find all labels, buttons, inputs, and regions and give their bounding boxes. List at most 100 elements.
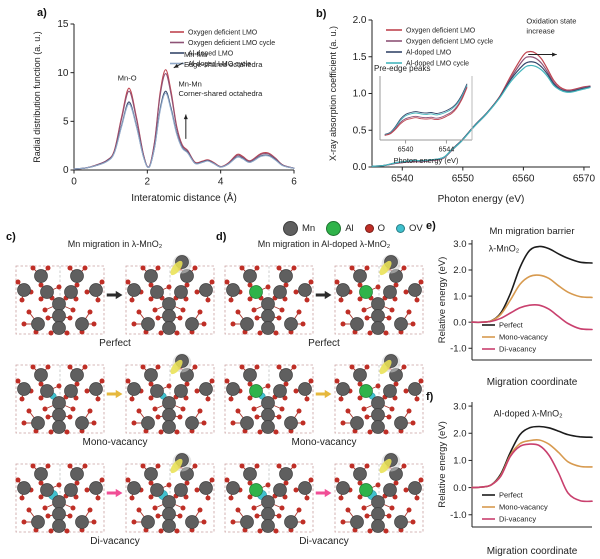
x-tick-label: 6 [291, 177, 297, 188]
o-atom [48, 528, 54, 534]
x-tick-label: 6544 [439, 147, 455, 154]
o-atom [136, 309, 142, 315]
curve-di-vacancy [471, 304, 593, 331]
o-atom [410, 321, 416, 327]
mn-atom [261, 408, 275, 422]
legend-label: Oxygen deficient LMO cycle [406, 39, 493, 46]
o-atom [293, 388, 299, 394]
mn-atom [240, 416, 254, 430]
o-atom [95, 396, 101, 402]
o-atom [42, 505, 48, 511]
o-atom [15, 477, 21, 483]
structure-before [15, 463, 105, 534]
o-atom [288, 428, 294, 434]
o-atom [38, 480, 44, 486]
mn-atom [336, 481, 350, 495]
structure-before [15, 265, 105, 336]
mn-atom [279, 368, 293, 382]
mn-atom [185, 515, 199, 529]
o-atom [235, 507, 241, 513]
mn-atom [162, 321, 176, 335]
o-atom [308, 378, 314, 384]
migration-arrow-shape [106, 389, 123, 399]
o-atom [230, 519, 236, 525]
legend-label: Perfect [499, 491, 524, 500]
o-atom [184, 282, 190, 288]
panel-e-label: e) [426, 220, 436, 232]
x-tick-label: 6570 [573, 174, 596, 185]
o-atom [293, 487, 299, 493]
atom-legend-label: Mn [302, 223, 316, 234]
mn-atom [127, 382, 141, 396]
o-atom [228, 396, 234, 402]
mn-atom [243, 269, 257, 283]
o-atom [349, 463, 355, 469]
o-atom [276, 463, 282, 469]
mn-atom [40, 384, 54, 398]
o-atom [257, 429, 263, 435]
o-atom [197, 408, 203, 414]
o-atom [148, 282, 154, 288]
o-atom [393, 480, 399, 486]
migration-arrow-shape [315, 290, 332, 300]
o-atom [148, 381, 154, 387]
mn-atom [52, 321, 66, 335]
o-atom [361, 307, 367, 313]
o-atom [140, 463, 146, 469]
x-axis-label: Interatomic distance (Å) [131, 191, 237, 204]
panel-d-title: Mn migration in Al-doped λ-MnO₂ [257, 239, 391, 249]
y-tick-label: 0 [63, 165, 69, 176]
o-atom [230, 321, 236, 327]
o-atom [87, 408, 93, 414]
o-atom [136, 408, 142, 414]
o-atom [414, 297, 420, 303]
y-tick-label: 2.0 [453, 428, 466, 439]
mn-atom [70, 269, 84, 283]
o-atom [364, 414, 370, 420]
mn-atom-icon [283, 221, 298, 236]
o-atom [392, 296, 398, 302]
mn-atom [279, 269, 293, 283]
migration-path-highlight [379, 260, 392, 276]
mn-atom [17, 382, 31, 396]
o-atom [152, 505, 158, 511]
mn-atom [298, 283, 312, 297]
migration-path-highlight [379, 359, 392, 375]
o-atom [67, 265, 73, 271]
mn-atom [144, 467, 158, 481]
y-tick-label: 3.0 [453, 401, 466, 412]
o-atom [279, 406, 285, 412]
o-atom [276, 315, 282, 321]
y-tick-label: 1.0 [353, 89, 367, 100]
mn-atom [150, 285, 164, 299]
o-atom [300, 420, 306, 426]
o-atom [254, 463, 260, 469]
o-atom [19, 495, 25, 501]
o-atom [251, 505, 257, 511]
o-atom [140, 364, 146, 370]
o-atom [367, 528, 373, 534]
migration-path-highlight [170, 260, 183, 276]
mn-atom [162, 396, 176, 410]
x-axis-label: Photon energy (eV) [438, 194, 525, 205]
o-atom [30, 463, 36, 469]
atom-legend-item-mn: Mn [283, 221, 315, 236]
mn-atom [284, 317, 298, 331]
o-atom [224, 378, 230, 384]
o-atom [406, 408, 412, 414]
o-atom [300, 321, 306, 327]
o-atom [67, 463, 73, 469]
o-atom [177, 315, 183, 321]
legend-label: Perfect [499, 321, 524, 330]
o-atom [91, 321, 97, 327]
mn-atom [261, 507, 275, 521]
o-atom [357, 381, 363, 387]
o-atom [21, 321, 27, 327]
o-atom [291, 265, 297, 271]
mn-atom [70, 467, 84, 481]
legend-label: Oxygen deficient LMO [188, 30, 258, 37]
o-atom [418, 378, 424, 384]
o-atom [194, 289, 200, 295]
mn-atom [226, 283, 240, 297]
mn-atom [199, 382, 213, 396]
